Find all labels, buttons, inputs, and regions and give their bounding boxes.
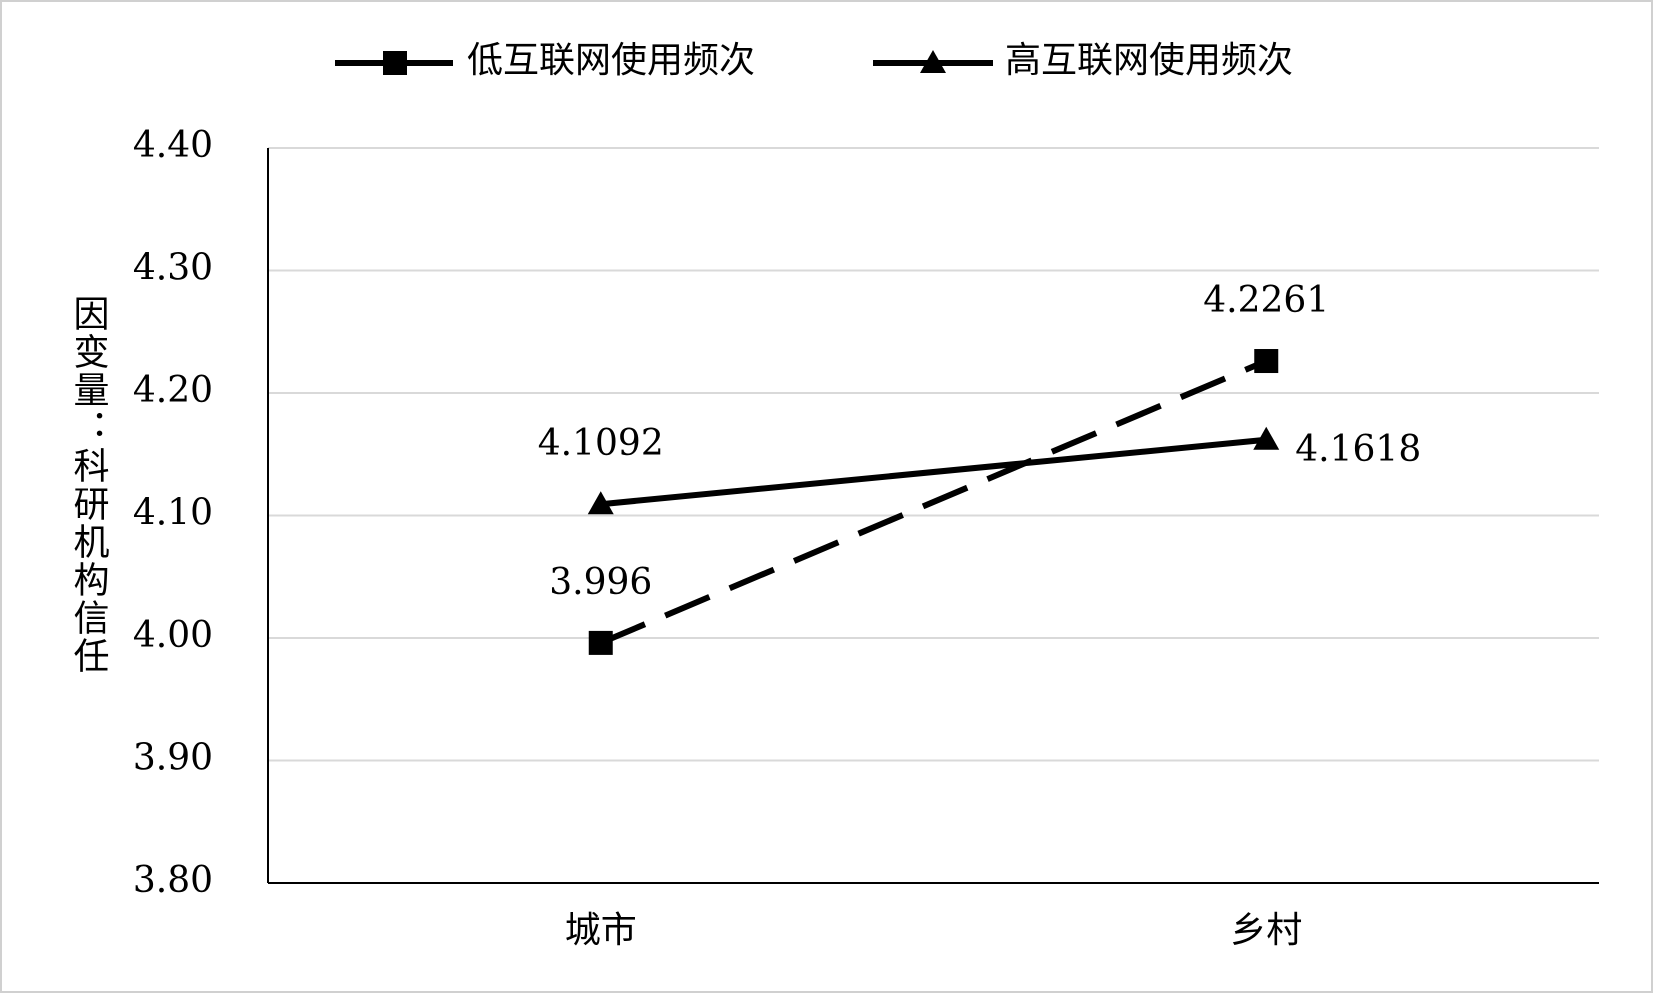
marker (588, 630, 613, 655)
data-label: 4.2261 (1203, 280, 1329, 321)
x-tick-label: 城市 (565, 910, 637, 951)
y-tick-label: 4.30 (133, 248, 213, 289)
y-tick-label: 4.00 (133, 615, 213, 656)
y-tick-label: 4.10 (133, 493, 213, 534)
marker (383, 51, 407, 75)
data-label: 3.996 (549, 562, 652, 603)
y-axis-label: 因变量：科研机构信任 (68, 295, 110, 675)
y-tick-label: 4.20 (133, 370, 213, 411)
legend-label: 低互联网使用频次 (467, 40, 755, 81)
data-label: 4.1618 (1295, 429, 1421, 470)
y-tick-label: 3.80 (133, 860, 213, 901)
y-tick-label: 3.90 (133, 738, 213, 779)
y-tick-label: 4.40 (133, 125, 213, 166)
series-line (599, 358, 1268, 646)
marker (1254, 349, 1279, 374)
marker (920, 50, 946, 73)
marker (587, 491, 614, 515)
series-line (600, 436, 1267, 508)
legend-label: 高互联网使用频次 (1005, 40, 1293, 81)
data-label: 4.1092 (538, 423, 664, 464)
marker (1253, 426, 1280, 450)
x-tick-label: 乡村 (1230, 910, 1302, 951)
